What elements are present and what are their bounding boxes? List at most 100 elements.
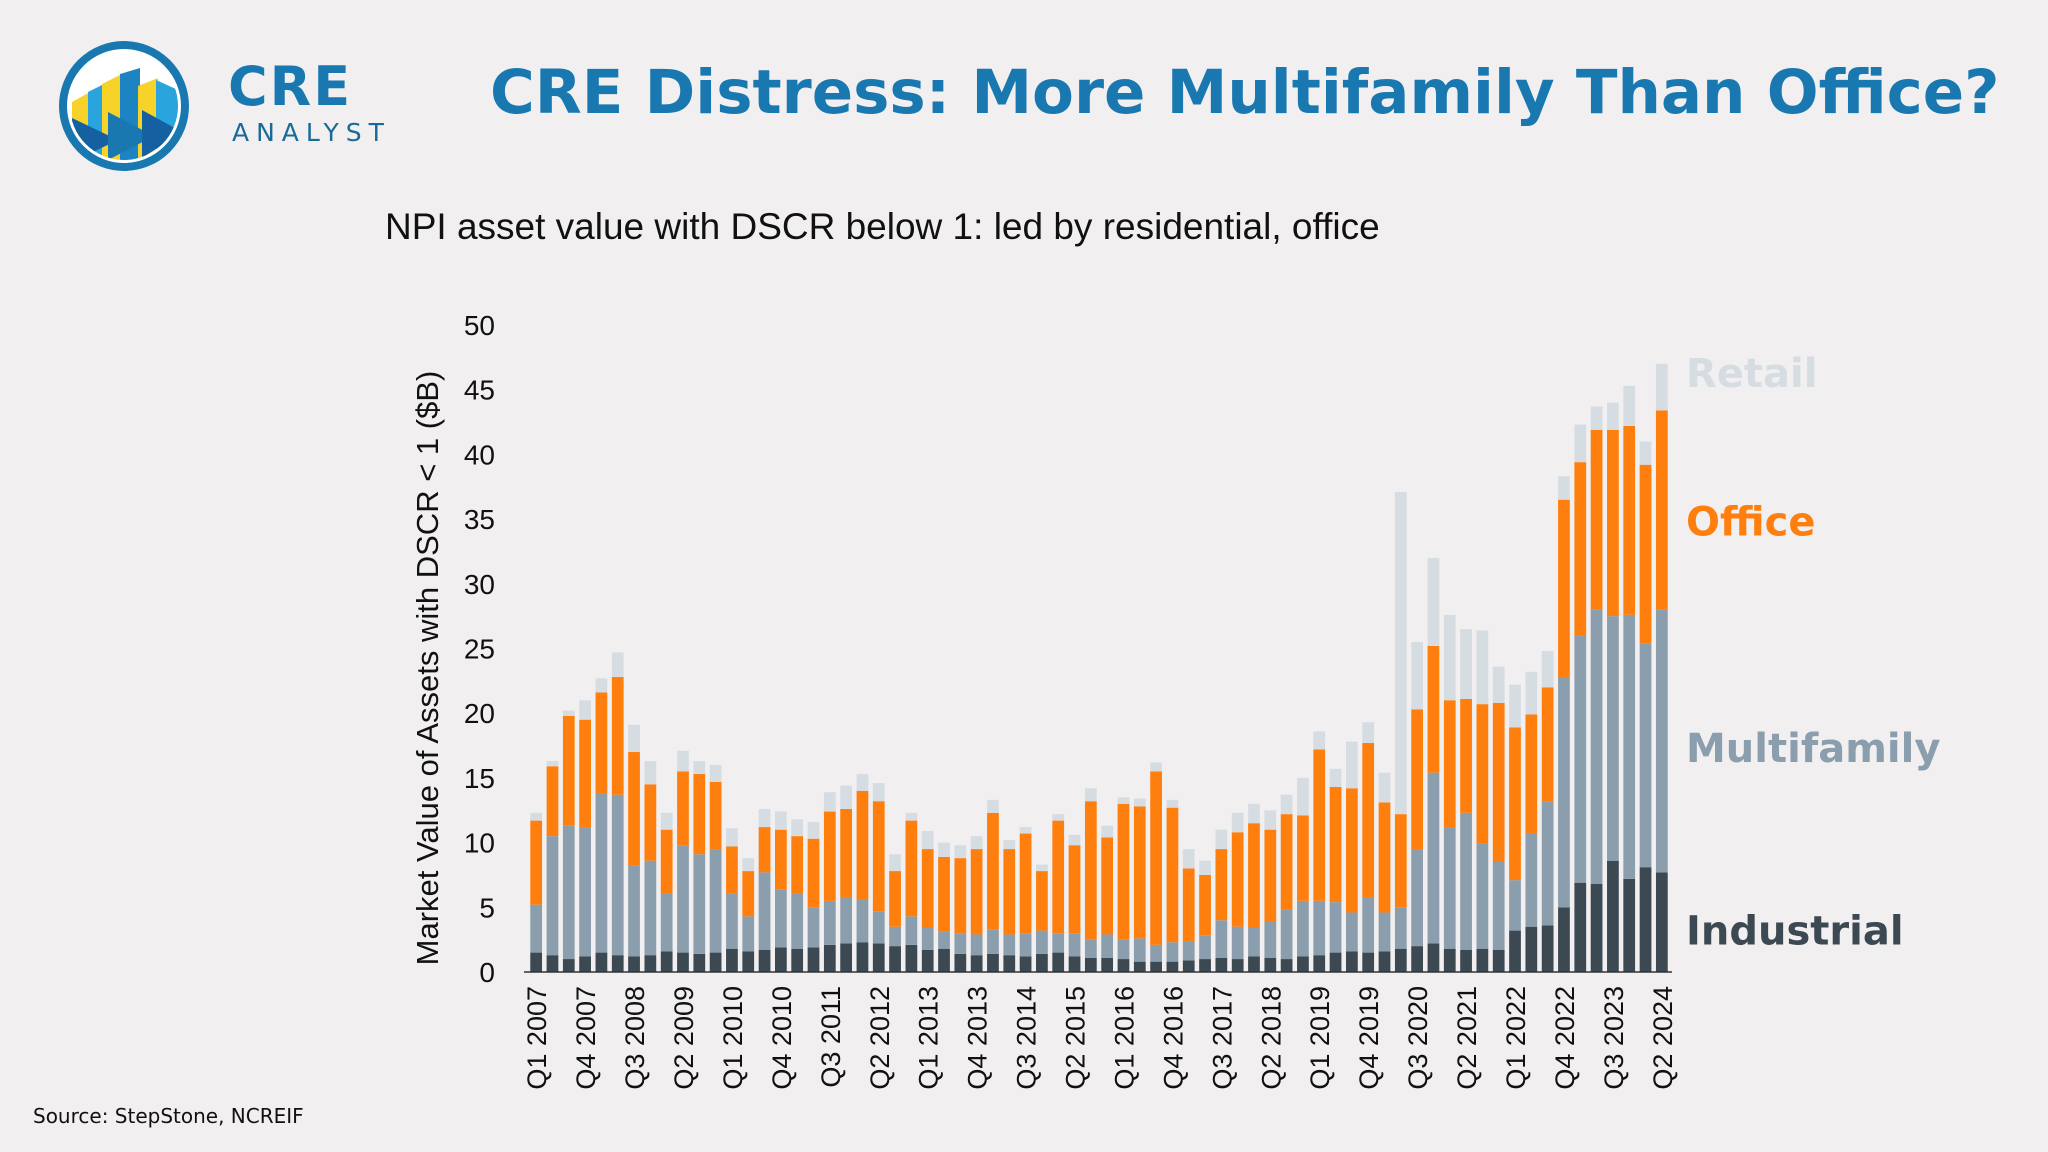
bar-multifamily [1329, 902, 1342, 953]
bar-office [1476, 704, 1489, 844]
bar-industrial [872, 943, 885, 972]
bar-retail [1280, 794, 1293, 815]
bar-industrial [562, 959, 575, 972]
bar-multifamily [1101, 934, 1114, 958]
bar-multifamily [840, 896, 853, 944]
bar-retail [579, 700, 591, 720]
bar-multifamily [775, 889, 787, 948]
bar-retail [758, 808, 771, 828]
bar-office [546, 766, 559, 837]
bar-industrial [1558, 907, 1570, 972]
bar-office [611, 676, 624, 795]
bar-industrial [693, 953, 706, 972]
bar-multifamily [1182, 940, 1195, 961]
bar-office [1052, 820, 1065, 934]
y-tick-label: 40 [464, 439, 495, 470]
bar-retail [1378, 772, 1391, 803]
bar-retail [775, 811, 787, 830]
bar-multifamily [1036, 930, 1048, 954]
bar-retail [1166, 799, 1179, 808]
x-tick-label: Q3 2014 [1012, 986, 1042, 1090]
bar-multifamily [889, 926, 901, 947]
bar-industrial [644, 955, 657, 972]
bar-retail [1492, 666, 1505, 703]
bar-multifamily [1052, 933, 1065, 953]
bar-office [1019, 833, 1032, 934]
bar-office [1558, 499, 1570, 677]
x-tick-label: Q2 2012 [865, 986, 895, 1090]
y-tick-label: 20 [464, 698, 495, 729]
bar-industrial [530, 952, 543, 972]
legend-office: Office [1686, 500, 1815, 546]
bar-retail [1411, 642, 1424, 710]
bar-office [1525, 714, 1538, 834]
bar-industrial [611, 955, 624, 972]
bar-retail [1460, 629, 1472, 699]
bar-retail [1362, 722, 1375, 743]
bar-office [1655, 410, 1668, 610]
bar-office [1329, 786, 1342, 903]
bar-multifamily [758, 872, 771, 950]
bar-retail [1346, 741, 1358, 789]
x-tick-label: Q2 2021 [1452, 986, 1482, 1090]
bar-multifamily [546, 836, 559, 956]
bar-industrial [1297, 956, 1309, 972]
bar-multifamily [1003, 934, 1016, 956]
bar-industrial [1427, 943, 1440, 972]
bar-retail [1036, 864, 1048, 872]
bar-multifamily [856, 899, 869, 943]
bar-industrial [1574, 882, 1587, 972]
bar-office [938, 856, 950, 932]
bar-retail [1248, 803, 1260, 824]
bar-multifamily [1280, 909, 1293, 960]
bar-retail [1133, 798, 1146, 807]
source-note: Source: StepStone, NCREIF [33, 1104, 304, 1128]
bar-industrial [1280, 959, 1293, 972]
bar-industrial [1264, 957, 1277, 972]
bar-multifamily [905, 916, 918, 945]
bar-office [660, 829, 673, 894]
bar-industrial [1590, 884, 1603, 972]
bar-office [921, 849, 934, 928]
y-axis-title: Market Value of Assets with DSCR < 1 ($B… [410, 371, 445, 966]
bar-multifamily [579, 827, 591, 957]
bar-multifamily [726, 893, 738, 949]
bar-multifamily [562, 825, 575, 960]
bar-office [530, 820, 543, 905]
bar-retail [1231, 812, 1244, 833]
bar-multifamily [1558, 676, 1570, 908]
x-tick-label: Q3 2011 [816, 986, 846, 1088]
bar-office [1362, 742, 1375, 897]
bar-retail [1313, 731, 1326, 750]
x-axis-ticks: Q1 2007 Q4 2007 Q3 2008 Q2 2009 Q1 2010 Q4 20… [522, 986, 1678, 1090]
bar-industrial [921, 950, 934, 972]
bar-industrial [1655, 872, 1668, 972]
bar-industrial [628, 956, 640, 972]
bar-multifamily [677, 845, 689, 953]
bar-retail [938, 842, 950, 857]
bar-industrial [1492, 950, 1505, 972]
bar-multifamily [1248, 928, 1260, 957]
bar-office [807, 838, 820, 908]
bar-industrial [1133, 961, 1146, 972]
x-tick-label: Q4 2019 [1354, 986, 1384, 1090]
bar-office [1248, 823, 1260, 928]
bar-multifamily [1607, 616, 1619, 861]
bar-industrial [1639, 867, 1652, 972]
bar-retail [1574, 424, 1587, 463]
legend: Industrial Multifamily Office Retail [1686, 351, 1940, 955]
bar-office [823, 811, 836, 901]
bar-industrial [1443, 948, 1456, 972]
bar-multifamily [1509, 880, 1521, 931]
y-tick-label: 45 [464, 375, 495, 406]
bar-industrial [1411, 946, 1424, 972]
y-axis-ticks: 0 5 10 15 20 25 30 35 40 45 50 [464, 310, 495, 988]
bar-retail [1525, 671, 1538, 715]
bar-multifamily [595, 793, 608, 953]
y-tick-label: 35 [464, 504, 495, 535]
bar-office [628, 752, 640, 866]
bar-industrial [889, 946, 901, 972]
bar-multifamily [1297, 900, 1309, 957]
page-title: CRE Distress: More Multifamily Than Offi… [490, 57, 2000, 128]
